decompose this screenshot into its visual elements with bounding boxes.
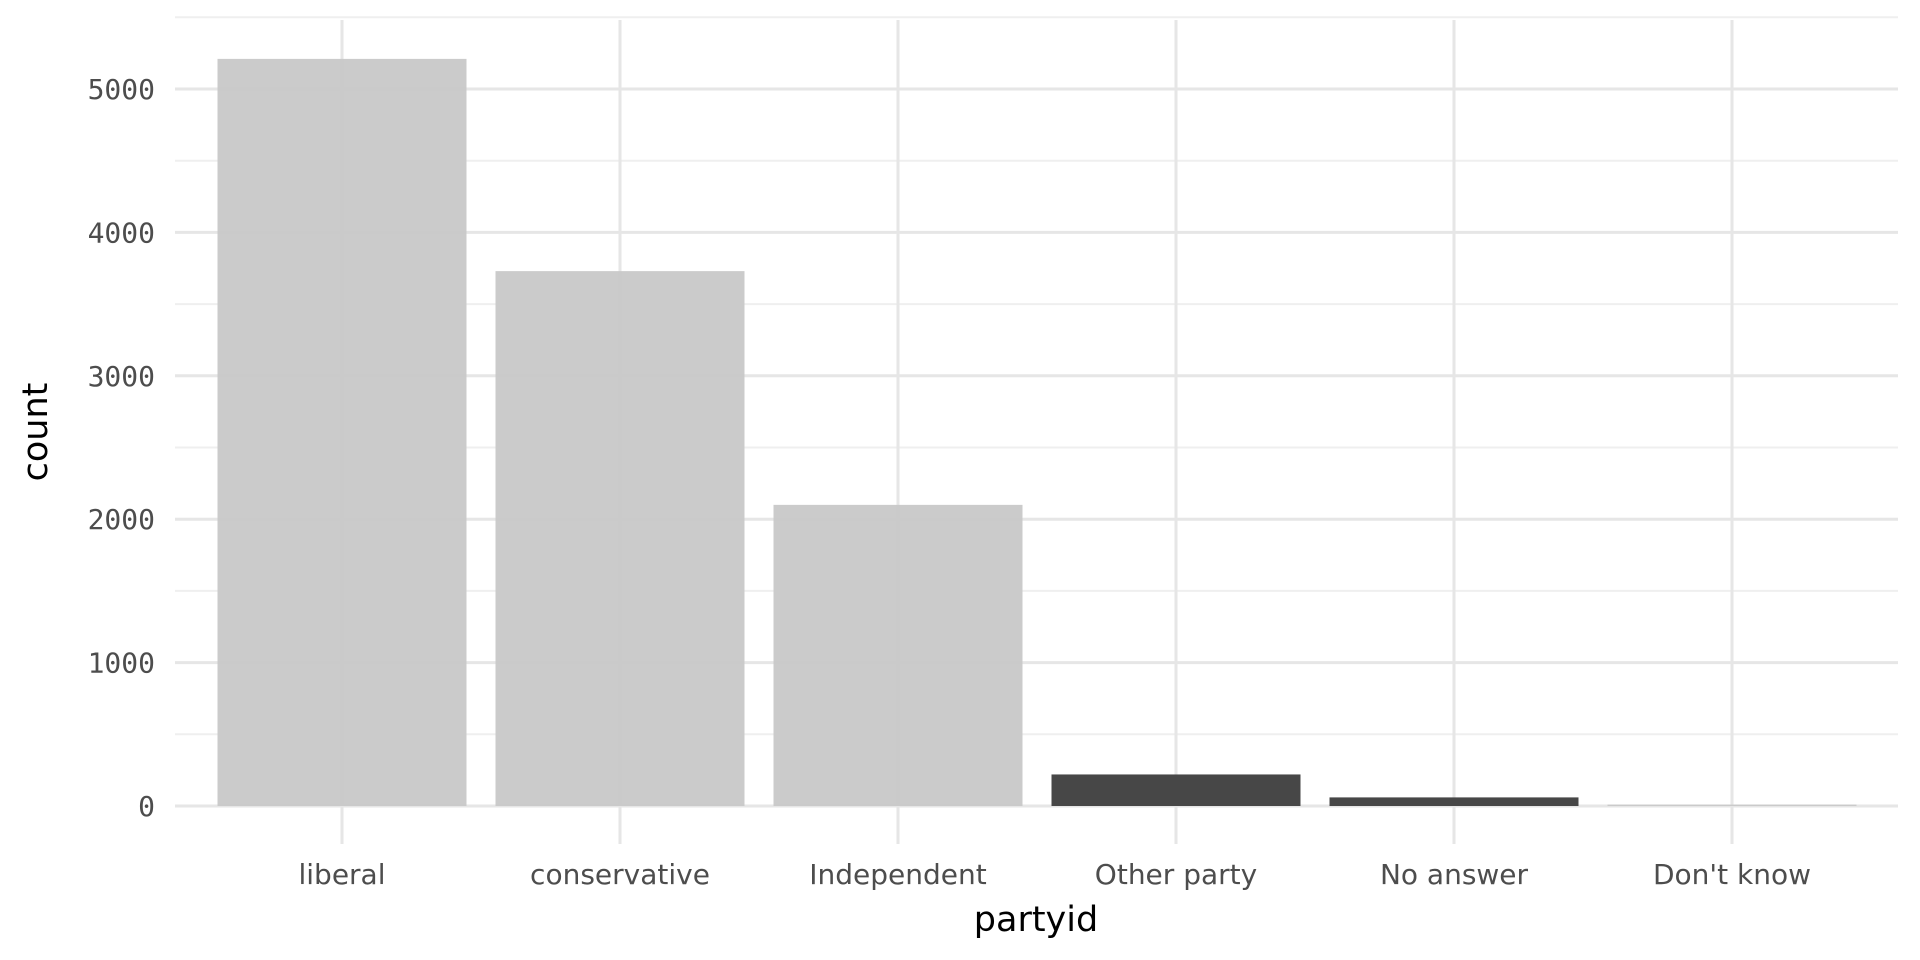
- bar-don-t-know: [1607, 804, 1857, 806]
- y-tick-label: 5000: [88, 73, 155, 106]
- bar-independent: [773, 504, 1023, 806]
- y-tick-label: 2000: [88, 503, 155, 536]
- x-axis-title: partyid: [974, 900, 1098, 940]
- y-axis-title: count: [16, 383, 56, 482]
- x-tick-label: Independent: [809, 858, 986, 891]
- bar-other-party: [1051, 774, 1301, 806]
- x-tick-label: Don't know: [1653, 858, 1811, 891]
- x-tick-label: Other party: [1095, 858, 1257, 891]
- y-axis-ticks: 0 1000 2000 3000 4000 5000: [88, 73, 155, 823]
- bar-conservative: [495, 271, 745, 806]
- bar-no-answer: [1329, 797, 1579, 806]
- y-tick-label: 1000: [88, 647, 155, 680]
- y-tick-label: 4000: [88, 216, 155, 249]
- x-tick-label: conservative: [530, 858, 710, 891]
- y-tick-label: 3000: [88, 360, 155, 393]
- bar-liberal: [217, 58, 467, 807]
- x-tick-label: liberal: [298, 858, 385, 891]
- y-tick-label: 0: [138, 790, 155, 823]
- bars-group: [217, 58, 1857, 807]
- x-tick-label: No answer: [1380, 858, 1529, 891]
- x-axis-ticks: liberal conservative Independent Other part…: [298, 858, 1811, 891]
